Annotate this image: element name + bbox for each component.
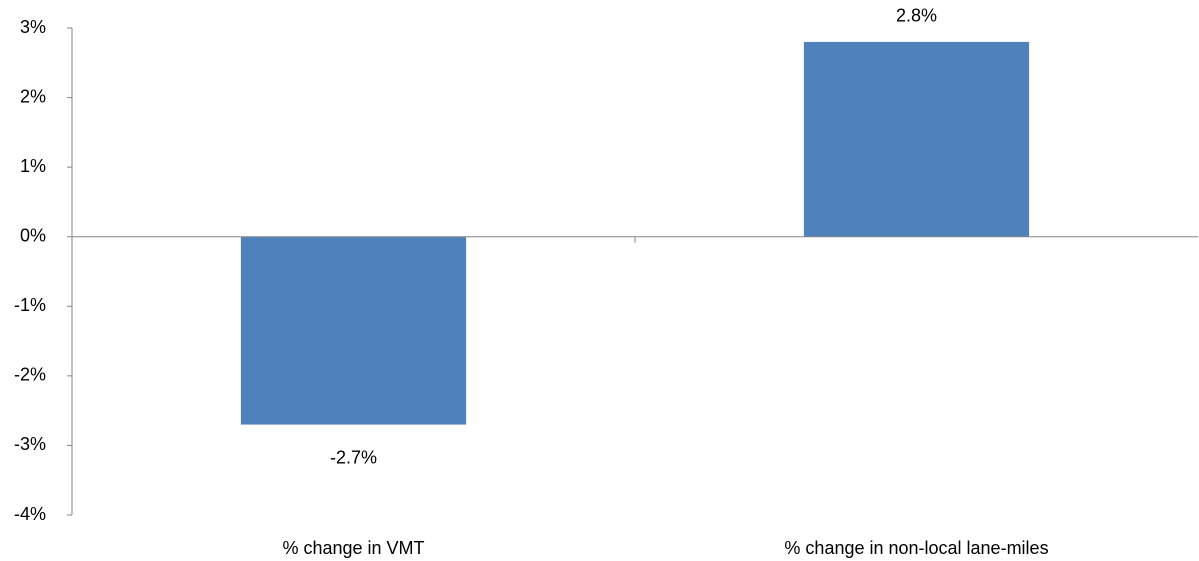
y-tick-label: 2% <box>20 86 46 106</box>
value-label: 2.8% <box>896 6 937 26</box>
bar <box>803 41 1030 237</box>
x-tick-label: % change in VMT <box>282 538 424 558</box>
bar <box>240 236 467 425</box>
y-tick-label: 0% <box>20 225 46 245</box>
value-label: -2.7% <box>330 447 377 467</box>
y-tick-label: -2% <box>14 365 46 385</box>
y-tick-label: -3% <box>14 434 46 454</box>
y-tick-label: -1% <box>14 295 46 315</box>
y-tick-label: 1% <box>20 156 46 176</box>
x-tick-label: % change in non-local lane-miles <box>784 538 1048 558</box>
y-tick-label: -4% <box>14 504 46 524</box>
y-tick-label: 3% <box>20 17 46 37</box>
